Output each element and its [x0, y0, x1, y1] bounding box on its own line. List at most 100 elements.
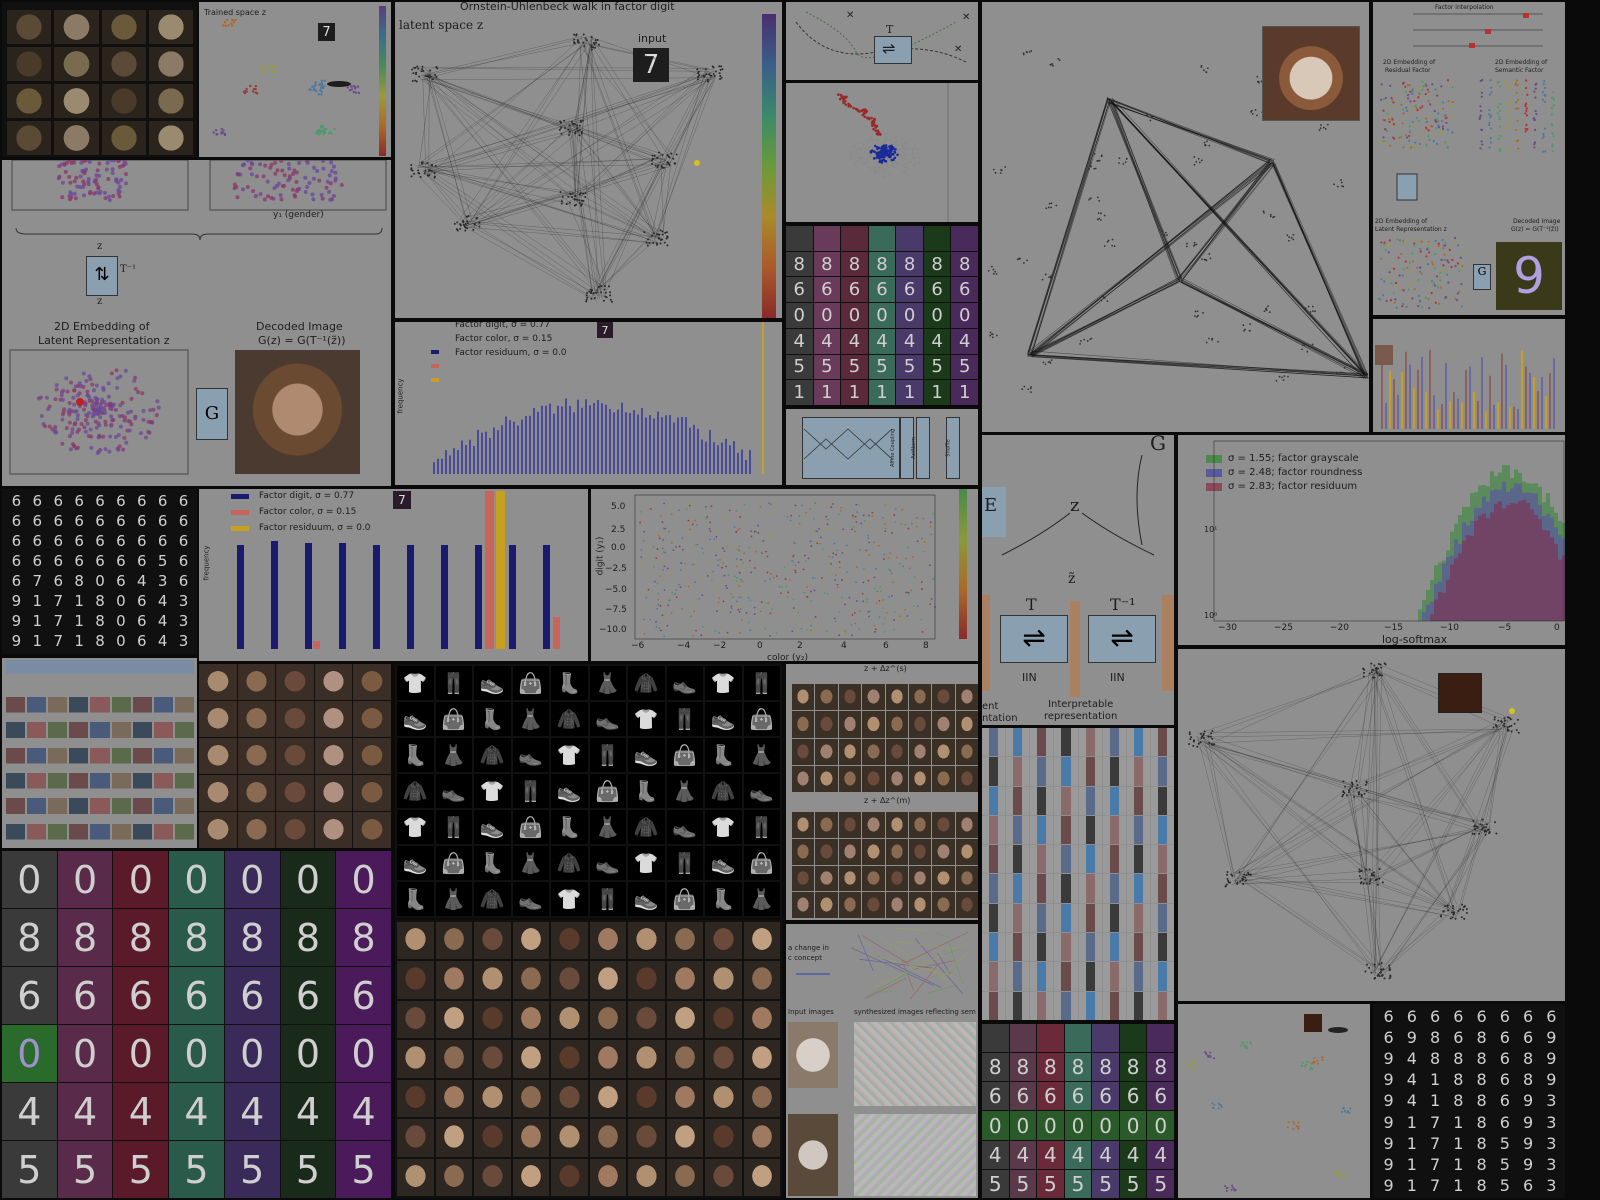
concept-synthesis-panel: a change in c concept Input images synth… [786, 924, 978, 1198]
graph-node-point [422, 69, 425, 72]
graph-edge [570, 123, 667, 162]
cluster-point [1248, 329, 1251, 332]
red-walk-point [870, 116, 873, 120]
embed-point [1427, 90, 1431, 94]
red-walk-point [852, 106, 855, 110]
bg-point [901, 164, 904, 167]
scatter-point [232, 20, 235, 24]
tetra-edge [1181, 162, 1273, 282]
embed-point [75, 417, 80, 422]
graph-edge [1199, 741, 1375, 881]
graph-node-point [1365, 868, 1368, 871]
gender-point [311, 197, 316, 202]
digit-cell: 5 [868, 354, 896, 380]
fashion-item: 👖 [435, 810, 472, 844]
sparse-point [1225, 1189, 1228, 1192]
hist-bar [605, 404, 607, 474]
animal-thumb [7, 84, 52, 118]
scatter-point [354, 91, 358, 94]
mnist-digit: 9 [1546, 1070, 1557, 1090]
embed-point [1507, 149, 1510, 152]
embed-point [1447, 100, 1450, 103]
cluster-point [1058, 59, 1061, 62]
gender-point [116, 160, 121, 163]
hist-bar [1438, 591, 1442, 621]
big-digit: 4 [57, 1083, 113, 1140]
gender-point [278, 193, 283, 198]
lsm-xtick-6: −5 [1498, 623, 1512, 633]
embed-point [79, 421, 84, 426]
sparse-point [1205, 1052, 1208, 1055]
gender-point [82, 171, 87, 176]
embed-point [1412, 281, 1416, 284]
hist1-legend-3: Factor residuum, σ = 0.0 [455, 348, 567, 358]
right-bar [1385, 402, 1387, 429]
tetra-edge [1112, 102, 1183, 279]
embed-point [1534, 96, 1537, 99]
graph-node-point [1347, 791, 1350, 794]
hist-bar [1490, 512, 1494, 621]
gender-point [251, 189, 256, 194]
graph-node-point [1487, 828, 1490, 831]
embed-point [1524, 112, 1527, 115]
sparse-point [1339, 1174, 1342, 1177]
fashion-item: 👞 [589, 846, 626, 880]
embed-point [54, 383, 59, 388]
scatter-point [731, 607, 733, 610]
scatter-point [662, 551, 665, 554]
embed-point [1439, 286, 1442, 289]
attr-face [792, 812, 815, 838]
fashion-item: 🧥 [397, 774, 434, 808]
gender-point [123, 172, 128, 177]
left-repr-label: ent ntation [982, 701, 1018, 724]
gender-point [279, 160, 284, 163]
graph-node-point [1226, 873, 1229, 876]
graph-node-point [1244, 876, 1247, 879]
celeb-face [435, 1000, 472, 1039]
embed-point [83, 429, 88, 434]
bg-point [889, 175, 892, 178]
celeb-face [628, 1079, 665, 1118]
embed-point [1438, 131, 1441, 134]
graph-node-point [571, 196, 574, 199]
cluster-point [1205, 259, 1208, 262]
strip-thumb [1054, 845, 1078, 874]
hist-bar [453, 448, 455, 474]
embed-point [118, 403, 123, 408]
graph-node-point [589, 292, 592, 295]
embed-point [1411, 260, 1415, 263]
red-walk-point [838, 97, 842, 101]
graph-node-point [1244, 879, 1247, 882]
scatter-point [789, 519, 792, 522]
big-digit: 6 [224, 967, 280, 1024]
embed-point [1434, 301, 1437, 304]
embed-point [118, 424, 123, 429]
fashion-item: 🧥 [551, 702, 588, 736]
embed-point [1440, 85, 1443, 88]
scatter-point [893, 611, 896, 613]
fashion-item: 👕 [551, 738, 588, 772]
scatter-point [830, 562, 833, 565]
scatter-point [769, 534, 772, 537]
right-bar [1409, 364, 1411, 429]
ytick-6: −7.5 [605, 605, 627, 615]
graph-node-point [427, 75, 430, 78]
hist-bar [1458, 553, 1462, 621]
graph-node-point [659, 229, 662, 232]
face-thumb [199, 664, 237, 700]
graph-node-point [1473, 825, 1476, 828]
attr-face [932, 738, 955, 765]
right-bar [1521, 350, 1523, 429]
digit-cell: 5 [982, 1169, 1009, 1198]
mnist-digit: 9 [1523, 1112, 1534, 1132]
graph-node-point [466, 220, 469, 223]
red-walk-point [845, 95, 848, 99]
mnist-digit: 4 [1406, 1049, 1417, 1069]
graph-node-point [1452, 904, 1455, 907]
model-thumb [48, 795, 68, 819]
scatter-point [882, 599, 885, 601]
model-thumb [174, 770, 194, 794]
cluster-point [1287, 375, 1289, 378]
scatter-point [740, 558, 742, 561]
mnist-digit: 3 [1546, 1154, 1557, 1174]
